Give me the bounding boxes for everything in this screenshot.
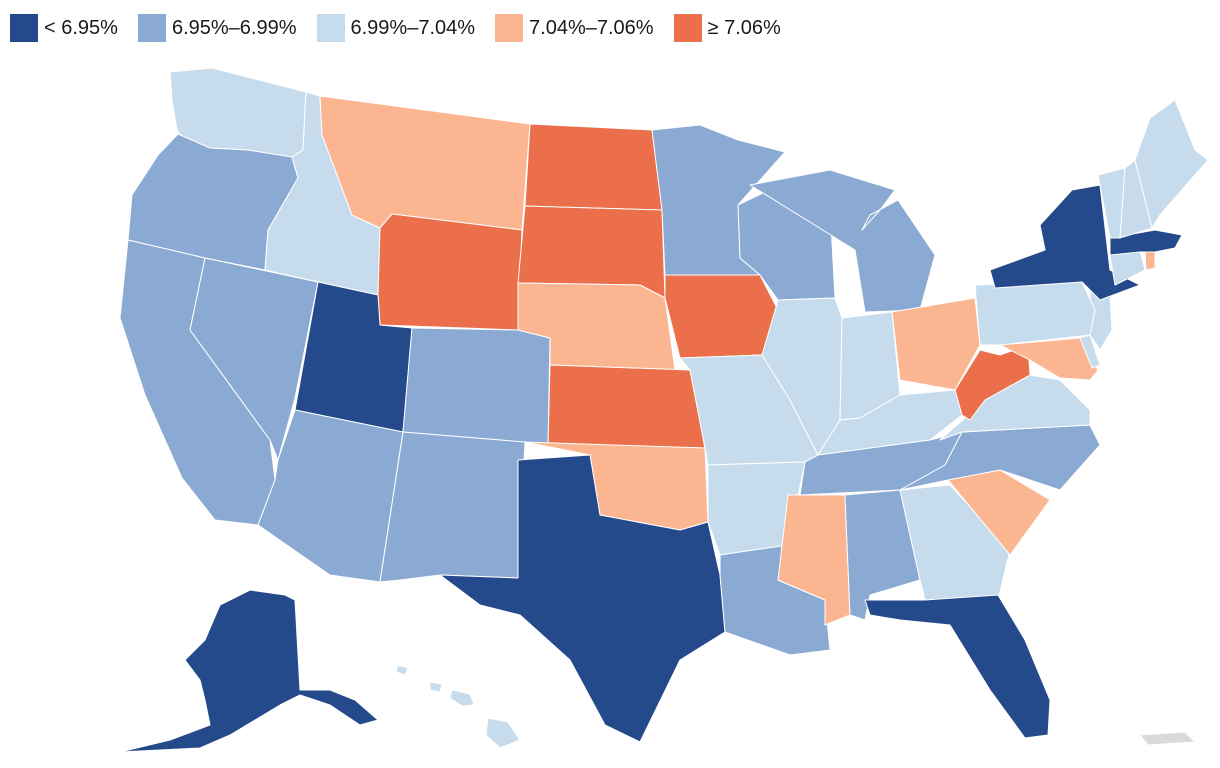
state-HI[interactable]	[395, 664, 521, 749]
legend-label: 6.99%–7.04%	[350, 16, 476, 39]
legend-item-above-7-06: ≥ 7.06%	[673, 14, 781, 42]
state-FL[interactable]	[864, 594, 1051, 739]
legend-item-6-99-to-7-04: 6.99%–7.04%	[316, 14, 476, 42]
state-TX[interactable]	[439, 454, 726, 743]
state-AK[interactable]	[119, 589, 379, 753]
legend-item-below-6-95: < 6.95%	[10, 14, 118, 42]
legend-swatch	[673, 14, 702, 42]
legend-label: 6.95%–6.99%	[171, 16, 297, 39]
legend-item-6-95-to-6-99: 6.95%–6.99%	[137, 14, 297, 42]
legend: < 6.95% 6.95%–6.99% 6.99%–7.04% 7.04%–7.…	[10, 12, 801, 44]
state-MA[interactable]	[1109, 229, 1183, 256]
state-CO[interactable]	[402, 327, 551, 446]
state-WV[interactable]	[954, 344, 1031, 421]
state-NM[interactable]	[379, 431, 526, 583]
legend-label: 7.04%–7.06%	[529, 16, 654, 39]
state-PA[interactable]	[974, 281, 1096, 346]
legend-swatch	[137, 14, 166, 42]
state-WY[interactable]	[377, 213, 523, 331]
legend-label: ≥ 7.06%	[707, 16, 781, 39]
state-OH[interactable]	[891, 297, 981, 391]
legend-item-7-04-to-7-06: 7.04%–7.06%	[495, 14, 654, 42]
state-ME[interactable]	[1134, 99, 1209, 229]
state-MI[interactable]	[749, 169, 936, 313]
state-RI[interactable]	[1144, 251, 1156, 271]
state-IA[interactable]	[664, 274, 779, 359]
territory-PR[interactable]	[1139, 731, 1196, 746]
legend-swatch	[10, 14, 38, 42]
state-NY[interactable]	[989, 184, 1141, 301]
state-KY[interactable]	[817, 389, 963, 456]
legend-swatch	[316, 14, 345, 42]
legend-swatch	[495, 14, 524, 42]
state-DE[interactable]	[1079, 334, 1101, 369]
state-KS[interactable]	[547, 364, 706, 449]
state-MT[interactable]	[319, 95, 531, 231]
legend-label: < 6.95%	[44, 16, 118, 39]
state-ND[interactable]	[524, 123, 663, 211]
